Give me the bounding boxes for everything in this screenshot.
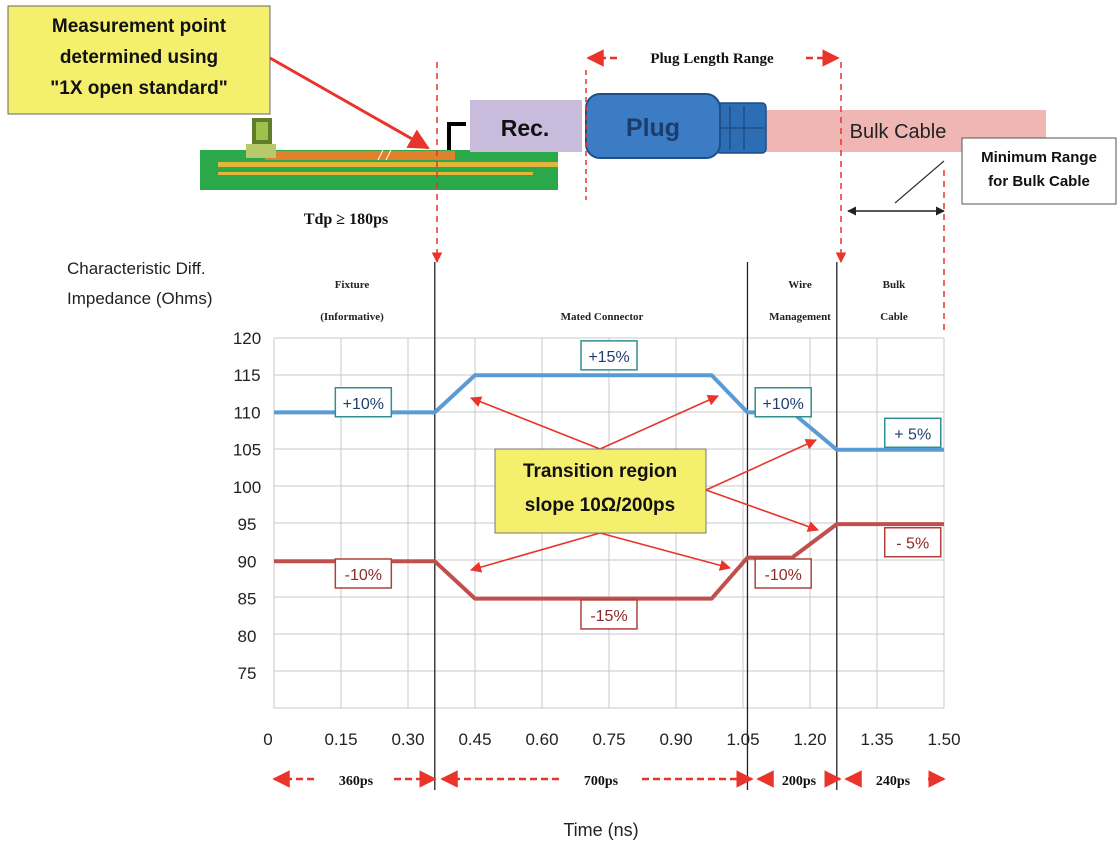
duration-wire-management: 200ps [782, 774, 817, 789]
y-tick-label: 105 [233, 441, 261, 460]
tolerance-box-frame [754, 387, 812, 418]
tolerance-box-frame [334, 387, 393, 418]
min-range-line-1: Minimum Range [981, 149, 1097, 166]
tolerance-box-label: -15% [590, 608, 627, 625]
measurement-line-1: Measurement point [52, 16, 227, 37]
pcb-fixture [200, 118, 558, 190]
region-bulk-line-2: Cable [880, 311, 908, 323]
tolerance-box-frame [580, 340, 638, 371]
x-tick-label: 0.75 [592, 730, 625, 749]
y-axis-ticks: 120 115 110 105 100 95 90 85 80 75 [233, 329, 261, 683]
x-tick-label: 0.60 [525, 730, 558, 749]
x-tick-label: 0.15 [324, 730, 357, 749]
tolerance-box: +10% [754, 387, 812, 418]
transition-arrow [599, 532, 732, 571]
x-tick-label: 1.35 [860, 730, 893, 749]
receptacle-body [470, 100, 582, 152]
min-range-line-2: for Bulk Cable [988, 173, 1090, 190]
transition-arrow [599, 395, 720, 450]
tolerance-box-frame [580, 599, 638, 630]
y-axis-title-line-1: Characteristic Diff. [67, 259, 206, 278]
measurement-line-2: determined using [60, 47, 218, 68]
y-tick-label: 110 [233, 403, 260, 422]
tolerance-box-frame [754, 558, 812, 589]
duration-row: 360ps 700ps 200ps 240ps [272, 770, 946, 789]
x-axis-title: Time (ns) [563, 820, 638, 840]
lower-limit-line [274, 522, 944, 601]
tolerance-box-label: +10% [343, 396, 384, 413]
duration-fixture: 360ps [339, 774, 374, 789]
x-tick-label: 1.20 [793, 730, 826, 749]
region-mated-connector: Mated Connector [561, 311, 644, 323]
y-tick-label: 115 [233, 366, 260, 385]
tdp-label: Tdp ≥ 180ps [304, 211, 388, 228]
x-tick-label: 0.90 [659, 730, 692, 749]
x-tick-label: 1.50 [927, 730, 960, 749]
x-axis-ticks: 0 0.15 0.30 0.45 0.60 0.75 0.90 1.05 1.20 1.35 1.5… [263, 730, 960, 749]
tolerance-box: + 5% [883, 417, 942, 449]
x-tick-label: 0.30 [391, 730, 424, 749]
tolerance-box-label: -10% [345, 567, 382, 584]
measurement-pointer-arrow [269, 56, 430, 150]
transition-line-1: Transition region [523, 461, 677, 482]
x-tick-label: 0.45 [458, 730, 491, 749]
y-tick-label: 80 [238, 627, 257, 646]
upper-limit-line [274, 373, 944, 452]
region-bulk-line-1: Bulk [883, 279, 907, 291]
tolerance-box: -10% [754, 558, 812, 589]
measurement-callout: Measurement point determined using "1X o… [7, 5, 430, 150]
tolerance-box-frame [334, 558, 393, 589]
y-axis-title-line-2: Impedance (Ohms) [67, 289, 213, 308]
region-wire-line-1: Wire [788, 279, 812, 291]
transition-arrow [705, 489, 820, 532]
transition-line-2: slope 10Ω/200ps [525, 495, 675, 516]
y-tick-label: 120 [233, 329, 261, 348]
y-tick-label: 95 [238, 515, 257, 534]
measurement-line-3: "1X open standard" [50, 78, 227, 99]
tolerance-labels: +10% +15% +10% + 5% -10% -15% -10% - 5% [334, 340, 942, 630]
tolerance-box-label: -10% [765, 567, 802, 584]
tolerance-box: +10% [334, 387, 393, 418]
tolerance-box-label: + 5% [894, 426, 931, 443]
impedance-limit-lines [274, 373, 944, 601]
plug-length-label: Plug Length Range [650, 51, 774, 67]
tolerance-box-label: +15% [588, 349, 629, 366]
y-tick-label: 90 [238, 552, 257, 571]
plug-length-range: Plug Length Range [585, 49, 840, 200]
transition-callout: Transition region slope 10Ω/200ps [469, 395, 820, 573]
tolerance-box-frame [883, 526, 942, 558]
tolerance-box: -10% [334, 558, 393, 589]
bulk-cable-label: Bulk Cable [850, 121, 947, 143]
y-tick-label: 100 [233, 478, 261, 497]
tolerance-box-label: +10% [763, 396, 804, 413]
tolerance-box: - 5% [883, 526, 942, 558]
y-tick-label: 75 [238, 664, 257, 683]
tolerance-box: -15% [580, 599, 638, 630]
transition-arrows [469, 395, 820, 573]
tolerance-box-frame [883, 417, 942, 449]
region-wire-line-2: Management [769, 311, 831, 323]
transition-arrow [705, 439, 818, 491]
duration-mated-connector: 700ps [584, 774, 619, 789]
minimum-range-callout: Minimum Range for Bulk Cable [847, 137, 1117, 216]
y-tick-label: 85 [238, 590, 257, 609]
transition-arrow [469, 532, 601, 573]
tolerance-box-label: - 5% [896, 536, 929, 553]
region-fixture-line-2: (Informative) [320, 311, 384, 323]
tolerance-box: +15% [580, 340, 638, 371]
x-tick-label: 1.05 [726, 730, 759, 749]
assembly-illustration: Rec. Bulk Cable Plug [200, 93, 1046, 190]
duration-bulk-cable: 240ps [876, 774, 911, 789]
receptacle-label: Rec. [501, 115, 550, 141]
transition-arrow [469, 396, 601, 450]
x-tick-label: 0 [263, 730, 272, 749]
plug-label: Plug [626, 114, 680, 142]
region-fixture-line-1: Fixture [335, 279, 370, 291]
